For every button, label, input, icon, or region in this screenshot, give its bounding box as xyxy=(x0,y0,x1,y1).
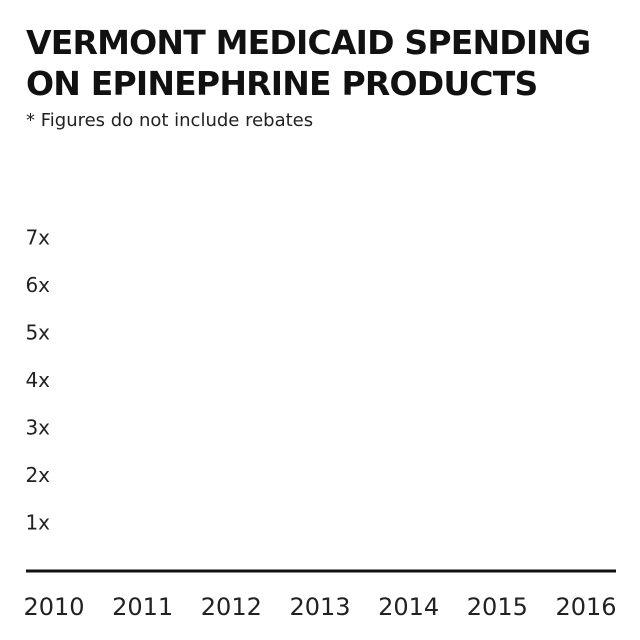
y-tick-label: 4x xyxy=(25,368,50,392)
x-tick-label: 2012 xyxy=(201,593,262,621)
y-tick-label: 7x xyxy=(25,226,50,250)
chart-subtitle: * Figures do not include rebates xyxy=(26,110,314,131)
chart-title: VERMONT MEDICAID SPENDING ON EPINEPHRINE… xyxy=(26,23,591,103)
y-tick-label: 6x xyxy=(25,273,50,297)
x-tick-label: 2011 xyxy=(112,593,173,621)
y-tick-label: 3x xyxy=(25,416,50,440)
y-axis-ticks: 1x 2x 3x 4x 5x 6x 7x xyxy=(25,226,50,535)
x-tick-label: 2015 xyxy=(467,593,528,621)
y-tick-label: 2x xyxy=(25,463,50,487)
x-axis-ticks: 2010 2011 2012 2013 2014 2015 2016 xyxy=(23,593,616,621)
y-tick-label: 1x xyxy=(25,511,50,535)
x-tick-label: 2016 xyxy=(555,593,616,621)
x-tick-label: 2010 xyxy=(23,593,84,621)
x-tick-label: 2014 xyxy=(378,593,439,621)
y-tick-label: 5x xyxy=(25,321,50,345)
x-tick-label: 2013 xyxy=(289,593,350,621)
